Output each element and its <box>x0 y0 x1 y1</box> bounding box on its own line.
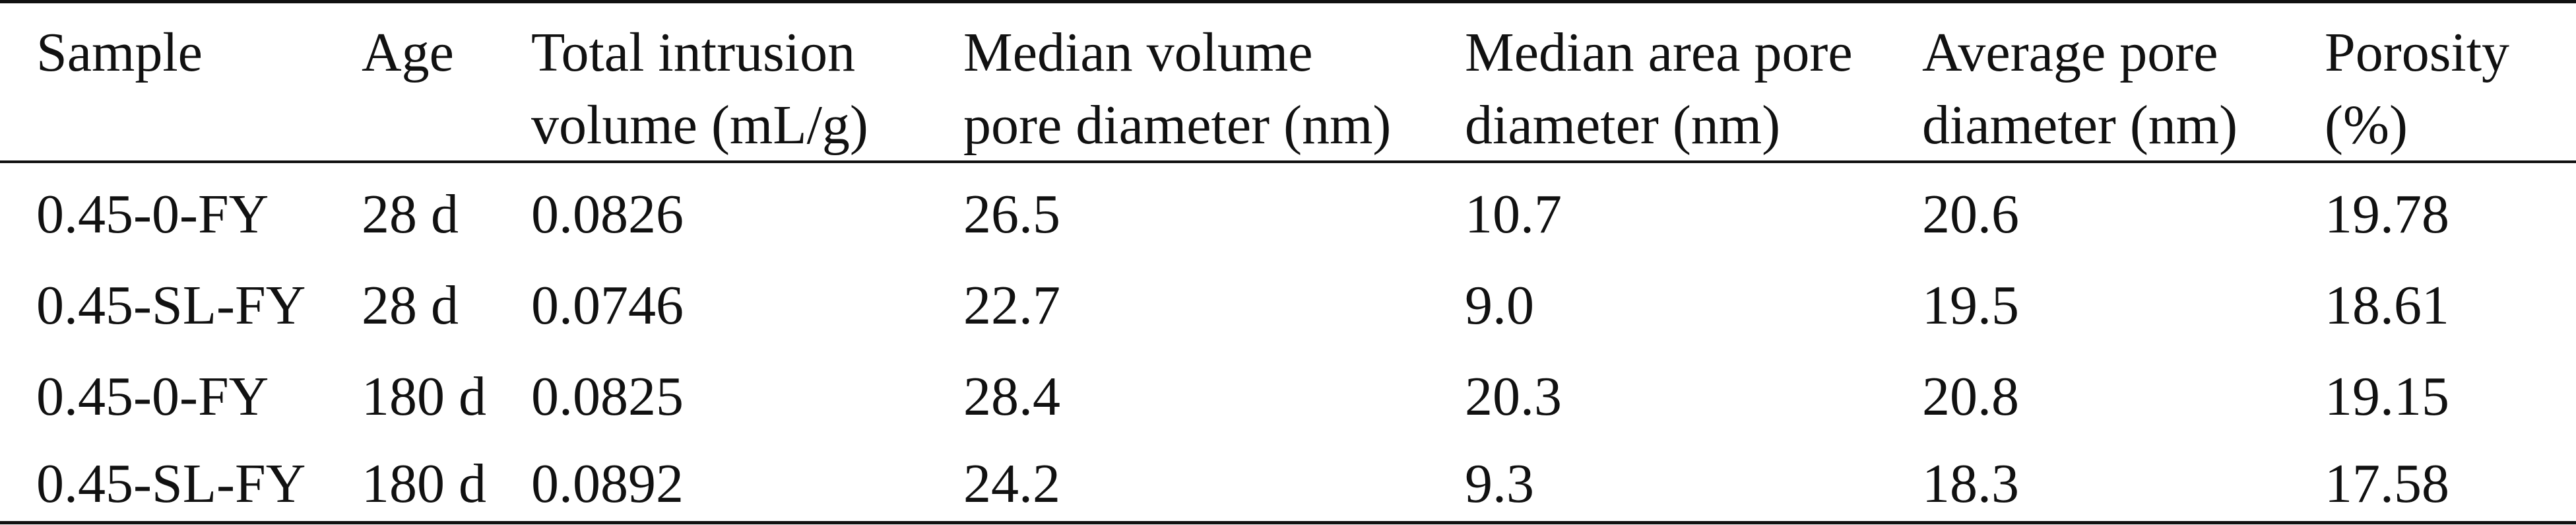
cell-sample: 0.45-SL-FY <box>36 275 306 336</box>
cell-total-intrusion-volume: 0.0892 <box>531 453 684 514</box>
cell-total-intrusion-volume: 0.0825 <box>531 366 684 427</box>
header-porosity: Porosity (%) <box>2325 17 2509 162</box>
cell-median-volume-pore-diameter: 22.7 <box>963 275 1060 336</box>
header-median-volume-line-1: Median volume <box>963 22 1313 83</box>
cell-sample: 0.45-SL-FY <box>36 453 306 514</box>
cell-average-pore-diameter: 20.8 <box>1922 366 2019 427</box>
header-age-line-1: Age <box>362 22 454 83</box>
cell-age: 28 d <box>362 275 459 336</box>
cell-average-pore-diameter: 19.5 <box>1922 275 2019 336</box>
cell-median-volume-pore-diameter: 24.2 <box>963 453 1060 514</box>
header-age: Age <box>362 17 454 89</box>
header-median-volume-line-2: pore diameter (nm) <box>963 94 1392 156</box>
cell-median-volume-pore-diameter: 28.4 <box>963 366 1060 427</box>
cell-age: 28 d <box>362 184 459 245</box>
header-total-intrusion-line-2: volume (mL/g) <box>531 94 868 156</box>
cell-porosity: 19.78 <box>2325 184 2449 245</box>
table-bottom-rule <box>0 521 2576 524</box>
header-sample: Sample <box>36 17 203 89</box>
cell-porosity: 17.58 <box>2325 453 2449 514</box>
cell-age: 180 d <box>362 453 486 514</box>
header-sample-line-1: Sample <box>36 22 203 83</box>
header-porosity-line-1: Porosity <box>2325 22 2510 83</box>
table-top-rule <box>0 0 2576 3</box>
cell-porosity: 18.61 <box>2325 275 2449 336</box>
header-average-pore-line-1: Average pore <box>1922 22 2218 83</box>
cell-sample: 0.45-0-FY <box>36 366 269 427</box>
cell-median-area-pore-diameter: 9.3 <box>1465 453 1534 514</box>
cell-average-pore-diameter: 20.6 <box>1922 184 2019 245</box>
header-total-intrusion-line-1: Total intrusion <box>531 22 856 83</box>
cell-median-area-pore-diameter: 20.3 <box>1465 366 1562 427</box>
header-median-area-line-1: Median area pore <box>1465 22 1853 83</box>
cell-median-area-pore-diameter: 9.0 <box>1465 275 1534 336</box>
cell-age: 180 d <box>362 366 486 427</box>
header-porosity-line-2: (%) <box>2325 94 2408 156</box>
header-total-intrusion-volume: Total intrusion volume (mL/g) <box>531 17 868 162</box>
header-average-pore-line-2: diameter (nm) <box>1922 94 2238 156</box>
cell-median-volume-pore-diameter: 26.5 <box>963 184 1060 245</box>
cell-total-intrusion-volume: 0.0746 <box>531 275 684 336</box>
cell-sample: 0.45-0-FY <box>36 184 269 245</box>
header-median-area-line-2: diameter (nm) <box>1465 94 1781 156</box>
header-average-pore-diameter: Average pore diameter (nm) <box>1922 17 2238 162</box>
table-header-rule <box>0 160 2576 163</box>
cell-total-intrusion-volume: 0.0826 <box>531 184 684 245</box>
cell-median-area-pore-diameter: 10.7 <box>1465 184 1562 245</box>
cell-average-pore-diameter: 18.3 <box>1922 453 2019 514</box>
header-median-volume-pore-diameter: Median volume pore diameter (nm) <box>963 17 1391 162</box>
cell-porosity: 19.15 <box>2325 366 2449 427</box>
header-median-area-pore-diameter: Median area pore diameter (nm) <box>1465 17 1853 162</box>
